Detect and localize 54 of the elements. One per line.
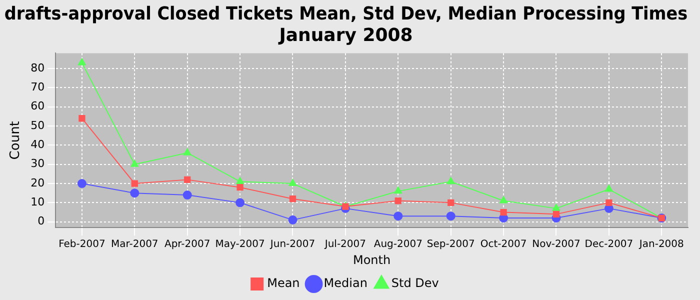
y-axis-title: Count xyxy=(8,121,24,160)
x-tick-label: Apr-2007 xyxy=(164,239,210,250)
point xyxy=(183,148,192,156)
x-tick-label: Oct-2007 xyxy=(480,239,527,250)
x-tick-label: Feb-2007 xyxy=(58,239,106,250)
y-tick-label: 50 xyxy=(30,118,45,132)
point xyxy=(130,160,139,167)
point xyxy=(446,177,455,184)
x-tick-label: May-2007 xyxy=(215,239,265,250)
y-tick-label: 0 xyxy=(38,214,45,228)
point xyxy=(448,199,454,206)
point xyxy=(289,196,296,202)
x-tick-label: Mar-2007 xyxy=(111,239,158,250)
point xyxy=(446,212,456,221)
y-tick-label: 30 xyxy=(30,157,45,170)
point xyxy=(500,208,507,216)
point xyxy=(394,197,402,204)
x-tick-label: Jul-2007 xyxy=(324,239,366,250)
point xyxy=(500,196,508,204)
point xyxy=(182,190,192,200)
legend-label: Mean xyxy=(267,276,300,290)
x-tick-label: Sep-2007 xyxy=(426,239,475,250)
x-tick-label: Aug-2007 xyxy=(374,239,422,250)
point xyxy=(606,199,612,206)
point xyxy=(552,210,560,218)
point xyxy=(236,198,245,208)
x-tick-label: Jun-2007 xyxy=(269,239,316,250)
point xyxy=(130,188,140,198)
point xyxy=(78,58,86,66)
x-axis-title: Month xyxy=(352,252,391,267)
point xyxy=(184,176,191,184)
y-tick-label: 10 xyxy=(30,196,45,209)
legend-label: Median xyxy=(324,276,368,290)
x-tick-label: Jan-2008 xyxy=(638,239,684,250)
y-tick-label: 40 xyxy=(30,138,45,152)
y-tick-label: 80 xyxy=(30,61,45,74)
point xyxy=(604,184,613,192)
point xyxy=(236,177,244,184)
y-tick-label: 70 xyxy=(30,80,45,94)
point xyxy=(78,115,86,122)
y-tick-label: 20 xyxy=(30,176,45,190)
point xyxy=(552,204,560,211)
point xyxy=(236,184,244,191)
y-tick-label: 60 xyxy=(30,100,45,113)
point xyxy=(288,179,297,186)
legend-label: Std Dev xyxy=(391,276,439,290)
point xyxy=(131,180,138,187)
chart-title: drafts-approval Closed Tickets Mean, Std Dev, Median Processing Times January 2008 xyxy=(4,4,688,46)
point xyxy=(77,179,86,188)
x-tick-label: Nov-2007 xyxy=(532,239,580,250)
point xyxy=(288,215,298,224)
point xyxy=(394,212,403,221)
x-tick-label: Dec-2007 xyxy=(584,239,634,250)
point xyxy=(394,186,402,194)
